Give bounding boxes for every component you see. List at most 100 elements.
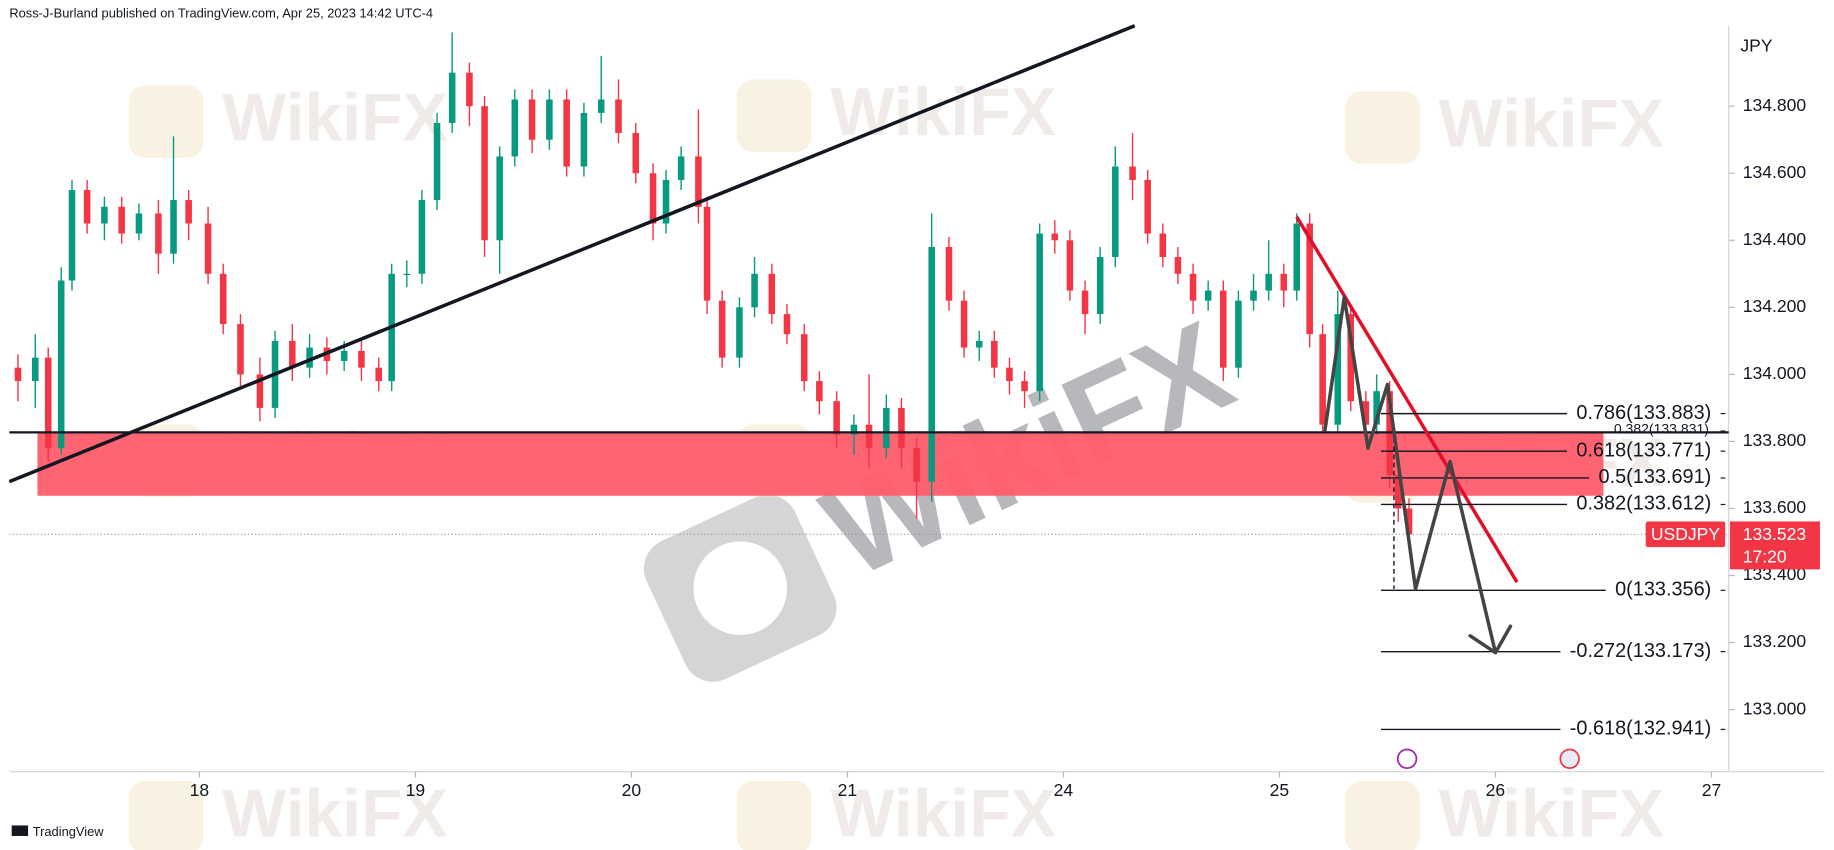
candle-body — [1066, 240, 1074, 291]
candle-body — [800, 334, 808, 382]
x-tick-label: 25 — [1270, 780, 1290, 800]
candle-body — [101, 206, 108, 224]
candle-body — [237, 324, 244, 375]
candle-body — [1159, 233, 1167, 258]
candle-body — [597, 99, 605, 113]
footer: TradingView — [11, 824, 104, 839]
watermark-icon — [693, 541, 788, 635]
y-tick-label: 133.000 — [1743, 698, 1807, 718]
candle-body — [1006, 367, 1013, 382]
x-tick-label: 21 — [838, 780, 858, 800]
candle-body — [1394, 474, 1402, 509]
candle-body — [185, 200, 192, 224]
candle-body — [960, 300, 968, 348]
candle-body — [1081, 290, 1089, 315]
candle-body — [1036, 233, 1043, 392]
y-tick-label: 134.600 — [1743, 162, 1807, 182]
currency-label: JPY — [1740, 35, 1772, 55]
resistance-line — [1295, 215, 1519, 584]
candle-body — [1235, 300, 1242, 368]
fib-label: 0(133.356) — [1615, 579, 1711, 601]
watermark-text: WikiFX — [1439, 87, 1665, 162]
candle-body — [170, 200, 177, 254]
event-icon[interactable] — [1559, 748, 1580, 770]
candle-body — [83, 189, 91, 224]
candle-body — [563, 99, 570, 167]
candle-body — [1334, 314, 1342, 425]
x-tick-label: 24 — [1054, 780, 1074, 800]
symbol-tag — [1645, 521, 1726, 548]
candle-body — [306, 347, 313, 368]
fib-label: 0.382(133.612) — [1576, 493, 1711, 515]
x-tick-label: 27 — [1702, 780, 1722, 800]
price-tag-countdown: 17:20 — [1743, 546, 1787, 566]
watermark-text: WikiFX — [222, 776, 448, 850]
y-tick-label: 134.200 — [1743, 296, 1807, 316]
candle-body — [68, 189, 76, 281]
candle-body — [662, 179, 670, 224]
watermark-icon — [643, 494, 837, 682]
symbol-tag-label: USDJPY — [1651, 524, 1720, 544]
projection-path — [1323, 295, 1498, 654]
candle-body — [466, 72, 473, 107]
watermark-icon — [736, 781, 812, 850]
tv-logo — [11, 825, 29, 836]
watermark-text: WikiFX — [830, 75, 1056, 150]
y-tick-label: 134.800 — [1743, 95, 1807, 115]
candle-body — [155, 213, 162, 254]
price-tag — [1729, 521, 1820, 570]
candle-body — [1362, 401, 1370, 425]
candle-body — [718, 300, 726, 358]
candle-body — [632, 133, 640, 174]
candle-body — [256, 374, 264, 408]
trend-line — [8, 24, 1136, 484]
candle-body — [1096, 257, 1104, 315]
candle-body — [580, 112, 588, 167]
candle-body — [1280, 273, 1288, 291]
candle-body — [751, 273, 758, 308]
candle-body — [1112, 166, 1119, 258]
candle-body — [1293, 223, 1301, 291]
candle-body — [57, 280, 65, 449]
candle-body — [1250, 290, 1257, 301]
candle-body — [358, 350, 365, 368]
candle-body — [1319, 334, 1326, 425]
watermark-icon — [128, 85, 204, 158]
candle-body — [1220, 290, 1227, 368]
candle-body — [14, 367, 22, 382]
price-tag-value: 133.523 — [1743, 524, 1806, 544]
candle-body — [736, 307, 743, 358]
candle-body — [375, 367, 382, 382]
candle-body — [1051, 233, 1059, 241]
watermark-icon — [1345, 91, 1420, 164]
candle-body — [1405, 508, 1413, 535]
candle-body — [1021, 381, 1028, 392]
fib-label: 0.382(133.831) — [1614, 421, 1709, 437]
candle-body — [219, 273, 227, 325]
watermark-text: WikiFX — [222, 81, 448, 156]
candle-body — [703, 206, 711, 301]
candle-body — [44, 357, 52, 449]
arrow-head — [1468, 634, 1498, 655]
candle-body — [448, 72, 456, 123]
x-tick-label: 19 — [406, 780, 426, 800]
candle-body — [496, 156, 503, 241]
candle-body — [615, 99, 622, 134]
event-icon[interactable] — [1396, 748, 1418, 770]
candle-body — [403, 273, 411, 275]
candle-body — [1144, 179, 1151, 234]
y-tick-label: 134.000 — [1743, 363, 1807, 383]
watermark-icon — [736, 79, 812, 152]
candle-body — [433, 122, 441, 201]
candle-body — [945, 246, 953, 301]
fib-label: 0.5(133.691) — [1599, 466, 1712, 488]
candle-body — [649, 173, 657, 224]
candle-body — [898, 407, 905, 449]
watermark-text: WikiFX — [830, 776, 1056, 850]
candle-body — [677, 156, 685, 180]
candle-body — [991, 340, 998, 368]
candle-body — [118, 206, 125, 234]
x-tick-label: 18 — [190, 780, 210, 800]
